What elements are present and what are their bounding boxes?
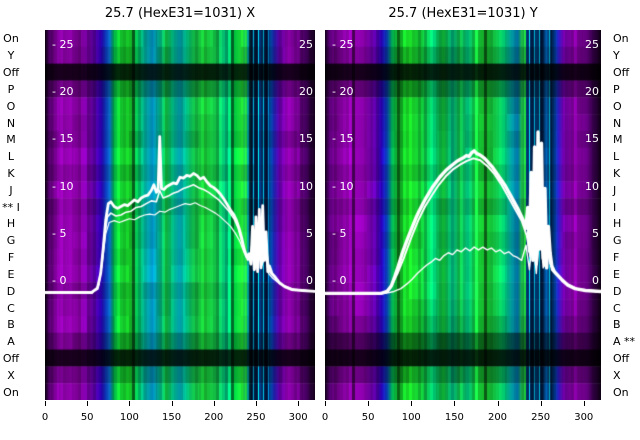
x-tick-label: 250 <box>531 412 551 423</box>
x-tick-mark <box>171 401 173 406</box>
x-tick-label: 50 <box>361 412 375 423</box>
row-label-right: J <box>613 183 617 197</box>
x-tick-label: 300 <box>574 412 594 423</box>
row-label-left: D <box>6 284 16 298</box>
row-label-left: B <box>7 318 15 332</box>
row-label-right: M <box>613 133 623 147</box>
row-label-right: N <box>613 116 622 130</box>
x-tick-label: 200 <box>487 412 508 423</box>
row-label-right: G <box>613 234 622 248</box>
row-label-left: J <box>9 183 13 197</box>
x-tick-label: 0 <box>41 412 49 423</box>
row-label-right: On <box>613 32 629 46</box>
row-label-right: I <box>613 200 617 214</box>
x-tick-mark <box>497 401 499 406</box>
x-tick-mark <box>87 401 89 406</box>
profile-heatmap-y <box>325 30 601 400</box>
row-label-left: G <box>6 234 16 248</box>
x-tick-label: 250 <box>246 412 266 423</box>
row-label-right: O <box>613 99 622 113</box>
row-label-left: E <box>7 267 15 281</box>
row-label-left: M <box>6 133 16 147</box>
x-tick-mark <box>213 401 215 406</box>
row-label-right: L <box>613 150 620 164</box>
profile-heatmap-x <box>45 30 315 400</box>
x-tick-mark <box>411 401 413 406</box>
row-label-left: P <box>7 82 15 96</box>
row-label-left: O <box>6 99 16 113</box>
x-tick-label: 300 <box>288 412 308 423</box>
x-tick-mark <box>583 401 585 406</box>
x-tick-label: 100 <box>401 412 421 423</box>
row-label-left: Off <box>2 66 20 80</box>
row-label-left: A <box>7 335 15 349</box>
x-tick-mark <box>45 401 46 406</box>
row-label-right: E <box>613 267 620 281</box>
x-tick-mark <box>129 401 131 406</box>
x-tick-mark <box>368 401 370 406</box>
row-label-right: X <box>613 368 621 382</box>
row-label-left: On <box>3 32 19 46</box>
row-label-left: H <box>6 217 16 231</box>
x-tick-label: 150 <box>162 412 182 423</box>
x-tick-label: 50 <box>80 412 94 423</box>
row-label-left: Y <box>7 49 15 63</box>
row-label-left: N <box>6 116 16 130</box>
row-label-right: B <box>613 318 621 332</box>
row-label-left: Off <box>2 351 20 365</box>
x-tick-mark <box>298 401 300 406</box>
row-label-left: X <box>7 368 15 382</box>
plot-title-y: 25.7 (HexE31=1031) Y <box>388 6 538 21</box>
row-label-left: K <box>7 166 15 180</box>
row-label-right: H <box>613 217 622 231</box>
row-label-right: C <box>613 301 621 315</box>
x-tick-label: 0 <box>321 412 329 423</box>
x-tick-mark <box>325 401 326 406</box>
x-tick-label: 200 <box>204 412 224 423</box>
row-label-right: Off <box>613 66 630 80</box>
row-label-right: Off <box>613 351 630 365</box>
x-tick-mark <box>540 401 542 406</box>
row-label-left: F <box>7 251 15 265</box>
x-tick-label: 150 <box>444 412 464 423</box>
row-label-right: D <box>613 284 622 298</box>
x-tick-mark <box>454 401 456 406</box>
row-label-left: ** I <box>2 200 20 214</box>
row-label-right: K <box>613 166 621 180</box>
x-tick-mark <box>255 401 257 406</box>
x-tick-label: 100 <box>119 412 139 423</box>
row-label-right: Y <box>613 49 620 63</box>
row-label-right: P <box>613 82 620 96</box>
row-label-left: C <box>7 301 15 315</box>
row-label-right: A ** <box>613 335 636 349</box>
plot-title-x: 25.7 (HexE31=1031) X <box>104 6 256 21</box>
row-label-left: L <box>7 150 15 164</box>
row-label-right: On <box>613 385 629 399</box>
row-label-left: On <box>3 385 19 399</box>
row-label-right: F <box>613 251 620 265</box>
